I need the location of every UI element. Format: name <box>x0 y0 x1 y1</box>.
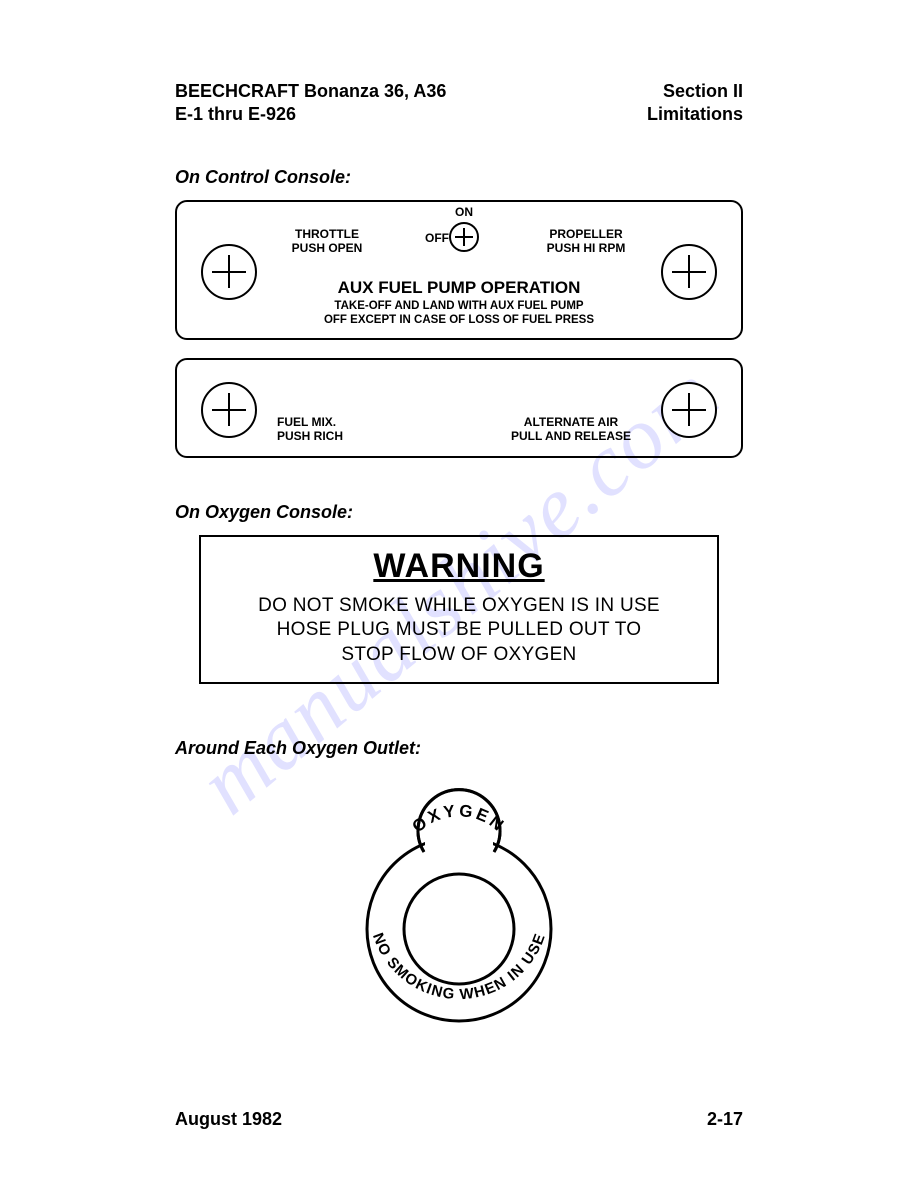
oxygen-outlet-icon: OXYGEN NO SMOKING WHEN IN USE <box>329 779 589 1039</box>
label-throttle: THROTTLE PUSH OPEN <box>277 228 377 256</box>
outlet-label-top: OXYGEN <box>409 801 510 836</box>
header-subsection: Limitations <box>647 103 743 126</box>
header-left: BEECHCRAFT Bonanza 36, A36 E-1 thru E-92… <box>175 80 446 127</box>
screw-icon <box>449 222 479 252</box>
svg-text:OXYGEN: OXYGEN <box>409 801 510 836</box>
label-aux-sub: TAKE-OFF AND LAND WITH AUX FUEL PUMP OFF… <box>177 300 741 328</box>
page-footer: August 1982 2-17 <box>175 1109 743 1130</box>
label-on: ON <box>437 206 491 220</box>
screw-icon <box>201 382 257 438</box>
header-section: Section II <box>647 80 743 103</box>
header-right: Section II Limitations <box>647 80 743 127</box>
page-header: BEECHCRAFT Bonanza 36, A36 E-1 thru E-92… <box>175 80 743 127</box>
section-label-oxygen-console: On Oxygen Console: <box>175 502 743 523</box>
footer-date: August 1982 <box>175 1109 282 1130</box>
control-console-placard-top: ON OFF THROTTLE PUSH OPEN PROPELLER PUSH… <box>175 200 743 340</box>
warning-text: DO NOT SMOKE WHILE OXYGEN IS IN USE HOSE… <box>215 594 703 668</box>
header-serials: E-1 thru E-926 <box>175 103 446 126</box>
label-off: OFF <box>409 232 449 246</box>
screw-icon <box>661 382 717 438</box>
warning-title: WARNING <box>215 547 703 586</box>
header-aircraft: BEECHCRAFT Bonanza 36, A36 <box>175 80 446 103</box>
control-console-placard-bottom: FUEL MIX. PUSH RICH ALTERNATE AIR PULL A… <box>175 358 743 458</box>
warning-placard: WARNING DO NOT SMOKE WHILE OXYGEN IS IN … <box>199 535 719 684</box>
svg-text:NO SMOKING WHEN IN USE: NO SMOKING WHEN IN USE <box>369 931 549 1004</box>
page-content: BEECHCRAFT Bonanza 36, A36 E-1 thru E-92… <box>175 80 743 1044</box>
footer-page-number: 2-17 <box>707 1109 743 1130</box>
section-label-control-console: On Control Console: <box>175 167 743 188</box>
section-label-oxygen-outlet: Around Each Oxygen Outlet: <box>175 738 743 759</box>
oxygen-outlet-placard: OXYGEN NO SMOKING WHEN IN USE <box>175 779 743 1044</box>
label-alt-air: ALTERNATE AIR PULL AND RELEASE <box>501 416 641 444</box>
label-aux-title: AUX FUEL PUMP OPERATION <box>177 278 741 298</box>
label-propeller: PROPELLER PUSH HI RPM <box>531 228 641 256</box>
label-fuel-mix: FUEL MIX. PUSH RICH <box>277 416 377 444</box>
outlet-label-bottom: NO SMOKING WHEN IN USE <box>369 931 549 1004</box>
